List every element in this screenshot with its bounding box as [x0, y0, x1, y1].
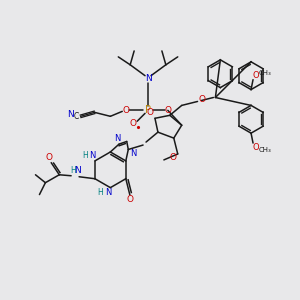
Text: N: N: [105, 188, 112, 197]
Text: O: O: [126, 195, 133, 204]
Text: H: H: [70, 166, 76, 175]
Text: O: O: [130, 119, 137, 128]
Text: O: O: [46, 153, 53, 162]
Text: O: O: [169, 153, 176, 162]
Text: N: N: [130, 149, 136, 158]
Text: CH₃: CH₃: [259, 147, 271, 153]
Text: O: O: [164, 106, 171, 115]
Text: N: N: [68, 110, 74, 119]
Text: O: O: [198, 95, 205, 104]
Text: O: O: [123, 106, 130, 115]
Text: N: N: [74, 166, 80, 175]
Text: N: N: [145, 74, 152, 83]
Text: P: P: [145, 105, 151, 116]
Text: N: N: [114, 134, 120, 143]
Text: O: O: [253, 142, 259, 152]
Text: CH₃: CH₃: [259, 70, 271, 76]
Text: O: O: [146, 108, 154, 117]
Text: N: N: [89, 152, 95, 160]
Text: H: H: [98, 188, 103, 197]
Text: O: O: [253, 71, 259, 80]
Text: C: C: [74, 112, 79, 121]
Text: H: H: [82, 152, 88, 160]
